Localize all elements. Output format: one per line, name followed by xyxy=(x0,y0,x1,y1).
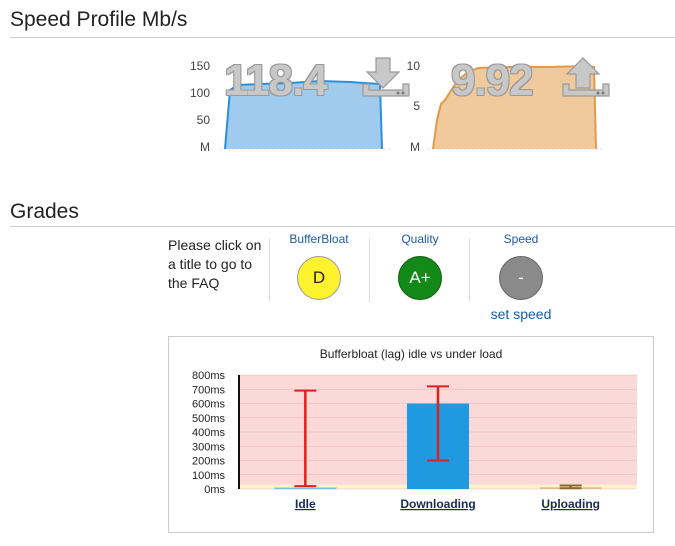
grade-quality-title[interactable]: Quality xyxy=(401,232,439,246)
y-tick-label: 800ms xyxy=(192,370,226,382)
grade-bufferbloat: BufferBloat D xyxy=(278,232,360,300)
grades-help-text: Please click on a title to go to the FAQ xyxy=(168,237,262,291)
grade-quality-badge: A+ xyxy=(398,256,442,300)
download-tick-min: M xyxy=(200,140,210,154)
grades-separator xyxy=(269,238,270,302)
upload-tick-5: 5 xyxy=(413,99,420,113)
download-tick-50: 50 xyxy=(196,113,210,127)
set-speed-link[interactable]: set speed xyxy=(490,306,552,322)
y-tick-label: 300ms xyxy=(192,441,226,453)
upload-tick-min: M xyxy=(410,140,420,154)
download-tick-150: 150 xyxy=(189,59,210,73)
y-tick-label: 100ms xyxy=(192,470,226,482)
speed-profile-divider xyxy=(10,37,675,38)
bufferbloat-chart-svg: 800ms 700ms 600ms 500ms 400ms 300ms 200ms 100ms… xyxy=(192,370,637,511)
download-tick-100: 100 xyxy=(189,86,210,100)
category-label-downloading[interactable]: Downloading xyxy=(400,497,475,511)
grade-speed-letter: - xyxy=(518,268,524,287)
grades-separator xyxy=(369,238,370,302)
grade-bufferbloat-letter: D xyxy=(312,268,326,287)
grade-bufferbloat-title[interactable]: BufferBloat xyxy=(289,232,349,246)
y-tick-label: 700ms xyxy=(192,384,226,396)
y-tick-label: 400ms xyxy=(192,427,226,439)
download-speed-value: 118.4 xyxy=(224,56,328,105)
grades-separator xyxy=(469,238,470,302)
grades-title: Grades xyxy=(10,200,79,223)
chart-title: Bufferbloat (lag) idle vs under load xyxy=(319,347,503,361)
download-sparkline xyxy=(220,79,390,150)
y-tick-label: 500ms xyxy=(192,413,226,425)
grades-divider xyxy=(10,226,675,227)
grade-speed: Speed - set speed xyxy=(480,232,562,322)
grade-quality-letter: A+ xyxy=(409,268,431,287)
upload-icon xyxy=(560,56,612,105)
y-tick-label: 200ms xyxy=(192,456,226,468)
y-tick-label: 600ms xyxy=(192,399,226,411)
category-label-uploading[interactable]: Uploading xyxy=(541,497,600,511)
download-icon xyxy=(360,56,412,105)
grade-quality: Quality A+ xyxy=(380,232,460,300)
upload-speed-value: 9.92 xyxy=(451,56,534,105)
bufferbloat-chart: Bufferbloat (lag) idle vs under load 800… xyxy=(168,336,654,533)
grade-bufferbloat-badge: D xyxy=(297,256,341,300)
speed-profile-title: Speed Profile Mb/s xyxy=(10,8,188,31)
chart-bar-idle xyxy=(273,487,337,490)
upload-tick-10: 10 xyxy=(406,59,420,73)
grade-speed-title[interactable]: Speed xyxy=(503,232,539,246)
grade-speed-badge: - xyxy=(499,256,543,300)
y-tick-label: 0ms xyxy=(204,484,225,496)
category-label-idle[interactable]: Idle xyxy=(295,497,316,511)
